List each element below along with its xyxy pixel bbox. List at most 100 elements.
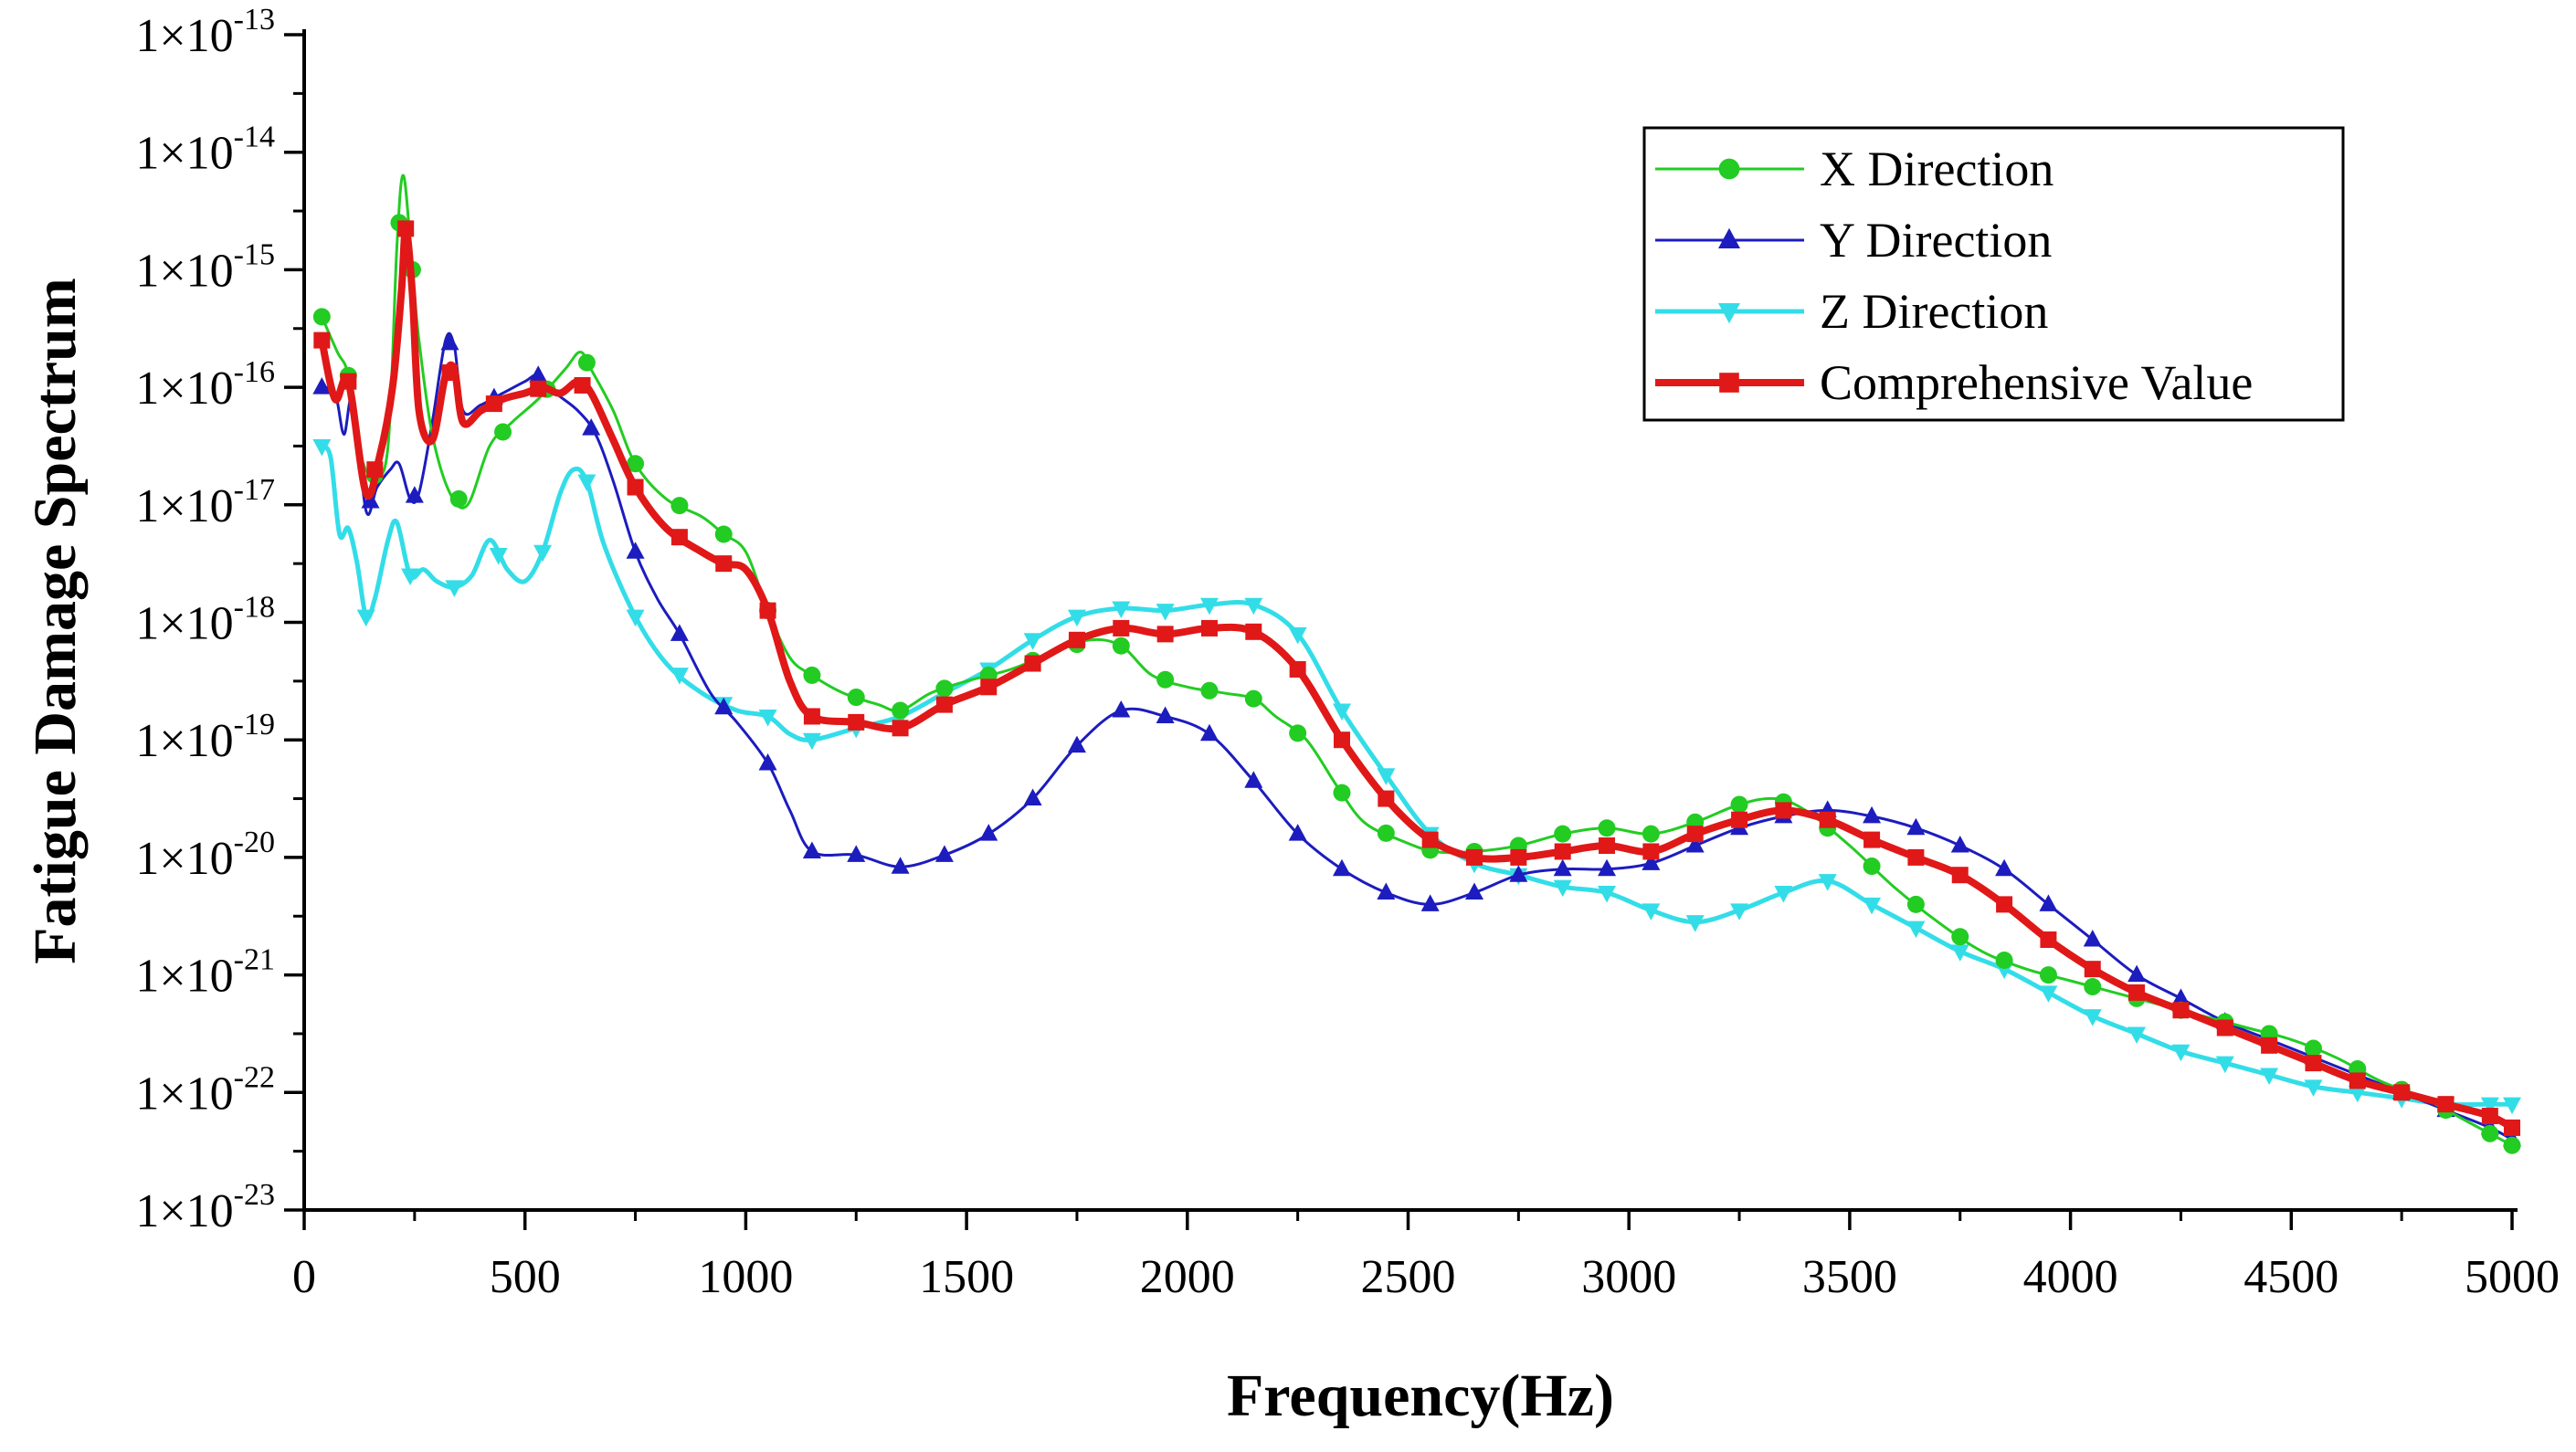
data-point-z-direction [2039,985,2058,1003]
y-tick-label: 1×10-23 [135,1178,275,1237]
data-point-y-direction [1642,853,1661,870]
data-point-comprehensive-value [2481,1108,2498,1125]
data-point-comprehensive-value [892,720,909,737]
data-point-z-direction [2171,1044,2191,1062]
data-point-z-direction [2348,1085,2367,1103]
y-tick-label: 1×10-22 [135,1060,275,1120]
data-point-y-direction [1112,700,1131,718]
x-tick-label: 0 [292,1251,316,1303]
data-point-x-direction [312,308,331,326]
data-point-z-direction [356,609,375,627]
data-point-x-direction [1156,670,1175,689]
data-point-y-direction [626,542,645,559]
data-point-x-direction [494,423,512,441]
data-point-y-direction [1377,882,1396,900]
y-tick-label: 1×10-14 [135,121,275,180]
data-point-comprehensive-value [1421,831,1439,848]
data-point-comprehensive-value [340,373,357,390]
data-point-z-direction [1906,921,1926,939]
data-point-y-direction [1156,706,1175,723]
data-point-comprehensive-value [1510,848,1527,866]
data-point-y-direction [582,418,601,436]
legend-marker-y-direction [1718,227,1740,248]
data-point-comprehensive-value [803,708,820,725]
data-point-comprehensive-value [2128,984,2146,1001]
series-line-y-direction [320,331,2514,1142]
data-point-z-direction [1067,609,1086,627]
data-point-comprehensive-value [485,395,502,413]
legend-marker-comprehensive-value [1719,373,1739,393]
data-point-x-direction [2503,1136,2521,1154]
series-y-direction [312,331,2521,1147]
data-point-y-direction [670,624,689,641]
data-point-y-direction [1288,824,1307,841]
data-point-x-direction [847,689,865,707]
data-point-comprehensive-value [1466,848,1483,866]
data-point-z-direction [533,544,553,563]
data-point-x-direction [2039,966,2057,984]
data-point-comprehensive-value [2393,1084,2411,1101]
data-point-comprehensive-value [2084,961,2101,978]
data-point-x-direction [2084,977,2102,995]
data-point-comprehensive-value [1554,843,1571,860]
data-point-comprehensive-value [848,713,865,731]
data-point-x-direction [1642,825,1660,843]
x-tick-label: 3000 [1581,1251,1676,1303]
data-point-y-direction [1023,788,1042,806]
x-axis-title: Frequency(Hz) [1227,1363,1614,1429]
data-point-z-direction [1774,886,1793,903]
data-point-y-direction [1598,858,1617,877]
data-point-z-direction [2260,1068,2279,1085]
data-point-comprehensive-value [627,479,644,496]
data-point-x-direction [1244,689,1262,708]
series-comprehensive-value [313,220,2520,1136]
data-point-x-direction [803,666,821,684]
data-point-x-direction [935,679,954,698]
data-point-x-direction [670,497,689,515]
data-point-comprehensive-value [1686,826,1704,843]
data-point-z-direction [670,668,689,685]
data-point-y-direction [934,845,954,862]
data-point-y-direction [1199,723,1219,742]
data-point-z-direction [626,609,645,627]
axes-layer: 0 500 1000 1500 2000 2500 3000 3500 4000 4500 5000… [135,3,2560,1303]
data-point-comprehensive-value [935,696,953,713]
data-point-y-direction [758,752,777,771]
data-point-y-direction [1244,771,1263,788]
data-point-x-direction [1730,795,1748,814]
data-point-z-direction [1685,915,1705,932]
data-point-z-direction [2503,1097,2521,1115]
data-point-z-direction [1818,874,1837,891]
data-point-y-direction [1995,858,2014,877]
data-point-y-direction [1067,735,1086,753]
data-point-y-direction [312,377,332,395]
data-point-y-direction [440,332,459,351]
data-point-comprehensive-value [1819,811,1836,828]
data-point-y-direction [405,486,424,503]
legend-box [1642,126,2345,422]
data-point-z-direction [1199,597,1219,616]
data-point-z-direction [1730,903,1749,921]
data-point-y-direction [1950,836,1969,853]
data-point-comprehensive-value [1156,626,1174,643]
series-line-z-direction [319,443,2515,1108]
data-point-z-direction [1598,886,1617,903]
series-layer [312,174,2521,1154]
data-point-x-direction [1200,681,1219,700]
data-point-comprehensive-value [1333,731,1350,749]
data-point-z-direction [2215,1056,2234,1074]
data-point-z-direction [1553,879,1572,898]
y-tick-label: 1×10-20 [135,826,275,885]
data-point-x-direction [1995,952,2013,970]
series-line-comprehensive-value [318,225,2516,1131]
data-point-comprehensive-value [1642,843,1660,860]
data-point-comprehensive-value [1245,623,1262,640]
data-point-comprehensive-value [1024,655,1041,672]
y-axis-title: Fatigue Damage Spectrum [22,278,89,964]
legend-marker-z-direction [1718,303,1740,324]
data-point-y-direction [1685,836,1705,853]
data-point-y-direction [1906,817,1926,836]
data-point-y-direction [979,824,998,841]
data-point-x-direction [1598,819,1616,837]
data-point-y-direction [529,365,548,383]
